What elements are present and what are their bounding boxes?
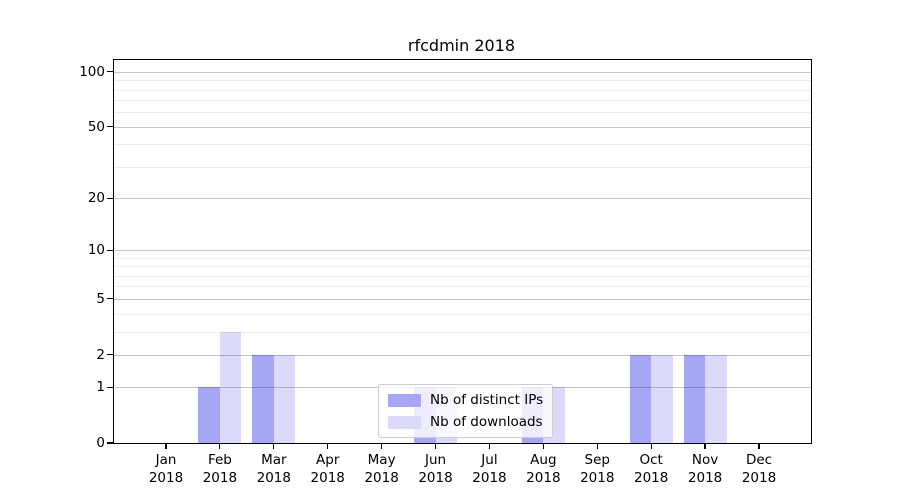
bar-downloads-mar <box>273 354 296 443</box>
x-tick-may <box>381 443 383 449</box>
gridline-minor-60 <box>114 112 811 114</box>
x-tick-label-oct: Oct 2018 <box>633 452 669 486</box>
gridline-minor-90 <box>114 80 811 82</box>
bar-distinct_ips-feb <box>198 387 220 443</box>
y-tick-5 <box>107 298 113 300</box>
gridline-major-10 <box>114 250 811 252</box>
y-tick-2 <box>107 354 113 356</box>
gridline-major-5 <box>114 298 811 300</box>
y-tick-100 <box>107 71 113 73</box>
x-tick-dec <box>758 443 760 449</box>
x-tick-label-jul: Jul 2018 <box>472 452 507 486</box>
legend-label-downloads: Nb of downloads <box>430 414 543 430</box>
y-tick-label-100: 100 <box>79 63 105 80</box>
gridline-major-100 <box>114 71 811 73</box>
x-tick-jun <box>434 443 437 449</box>
bar-downloads-nov <box>705 354 727 443</box>
legend-item-distinct-ips: Nb of distinct IPs <box>388 392 543 408</box>
bar-downloads-feb <box>219 331 242 443</box>
x-tick-label-mar: Mar 2018 <box>256 452 291 486</box>
gridline-minor-80 <box>114 89 811 91</box>
legend-label-distinct-ips: Nb of distinct IPs <box>430 392 544 408</box>
x-tick-label-sep: Sep 2018 <box>580 452 615 486</box>
x-tick-label-jun: Jun 2018 <box>418 452 453 486</box>
gridline-minor-70 <box>114 100 811 102</box>
gridline-major-20 <box>114 198 811 200</box>
x-tick-label-jan: Jan 2018 <box>148 452 184 486</box>
x-tick-label-apr: Apr 2018 <box>310 452 345 486</box>
y-tick-label-5: 5 <box>96 290 105 307</box>
plot-area: Nb of distinct IPs Nb of downloads 0 1 2 5 1… <box>79 59 812 486</box>
x-tick-oct <box>650 443 652 449</box>
y-tick-50 <box>107 126 113 128</box>
gridline-major-50 <box>114 126 811 128</box>
gridline-minor-8 <box>114 266 811 268</box>
gridline-minor-6 <box>114 286 811 288</box>
y-tick-label-2: 2 <box>96 346 105 363</box>
gridline-minor-9 <box>114 257 811 259</box>
y-tick-label-0: 0 <box>96 435 105 451</box>
x-tick-jul <box>488 443 491 449</box>
legend-swatch-downloads <box>388 415 421 429</box>
x-tick-label-may: May 2018 <box>364 452 399 486</box>
bar-downloads-oct <box>651 354 673 443</box>
x-tick-mar <box>273 443 275 449</box>
legend-item-downloads: Nb of downloads <box>388 414 543 430</box>
x-tick-feb <box>219 443 221 449</box>
y-tick-0 <box>107 442 113 444</box>
gridline-minor-3 <box>114 331 811 333</box>
bar-distinct_ips-mar <box>252 354 274 443</box>
y-tick-10 <box>107 249 113 251</box>
gridline-minor-7 <box>114 275 811 277</box>
x-tick-jan <box>165 443 167 449</box>
x-tick-sep <box>596 443 598 449</box>
x-tick-nov <box>704 443 706 449</box>
x-tick-label-aug: Aug 2018 <box>526 452 561 486</box>
y-tick-label-10: 10 <box>87 242 105 259</box>
bar-distinct_ips-nov <box>683 354 706 443</box>
y-tick-label-50: 50 <box>87 118 105 135</box>
x-tick-label-dec: Dec 2018 <box>741 452 777 486</box>
gridline-minor-4 <box>114 313 811 315</box>
x-tick-aug <box>542 443 544 449</box>
y-tick-1 <box>107 386 113 388</box>
x-tick-label-nov: Nov 2018 <box>687 452 723 486</box>
gridline-minor-40 <box>114 144 811 146</box>
chart-title: rfcdmin 2018 <box>407 36 516 55</box>
y-tick-label-1: 1 <box>96 379 105 396</box>
y-tick-label-20: 20 <box>87 190 105 207</box>
x-tick-apr <box>327 443 329 449</box>
legend: Nb of distinct IPs Nb of downloads <box>378 384 554 438</box>
y-tick-20 <box>107 197 113 199</box>
x-tick-label-feb: Feb 2018 <box>202 452 238 486</box>
gridline-major-2 <box>114 354 811 356</box>
bar-distinct_ips-oct <box>629 354 652 443</box>
legend-swatch-distinct-ips <box>388 393 421 407</box>
gridline-minor-30 <box>114 166 811 168</box>
